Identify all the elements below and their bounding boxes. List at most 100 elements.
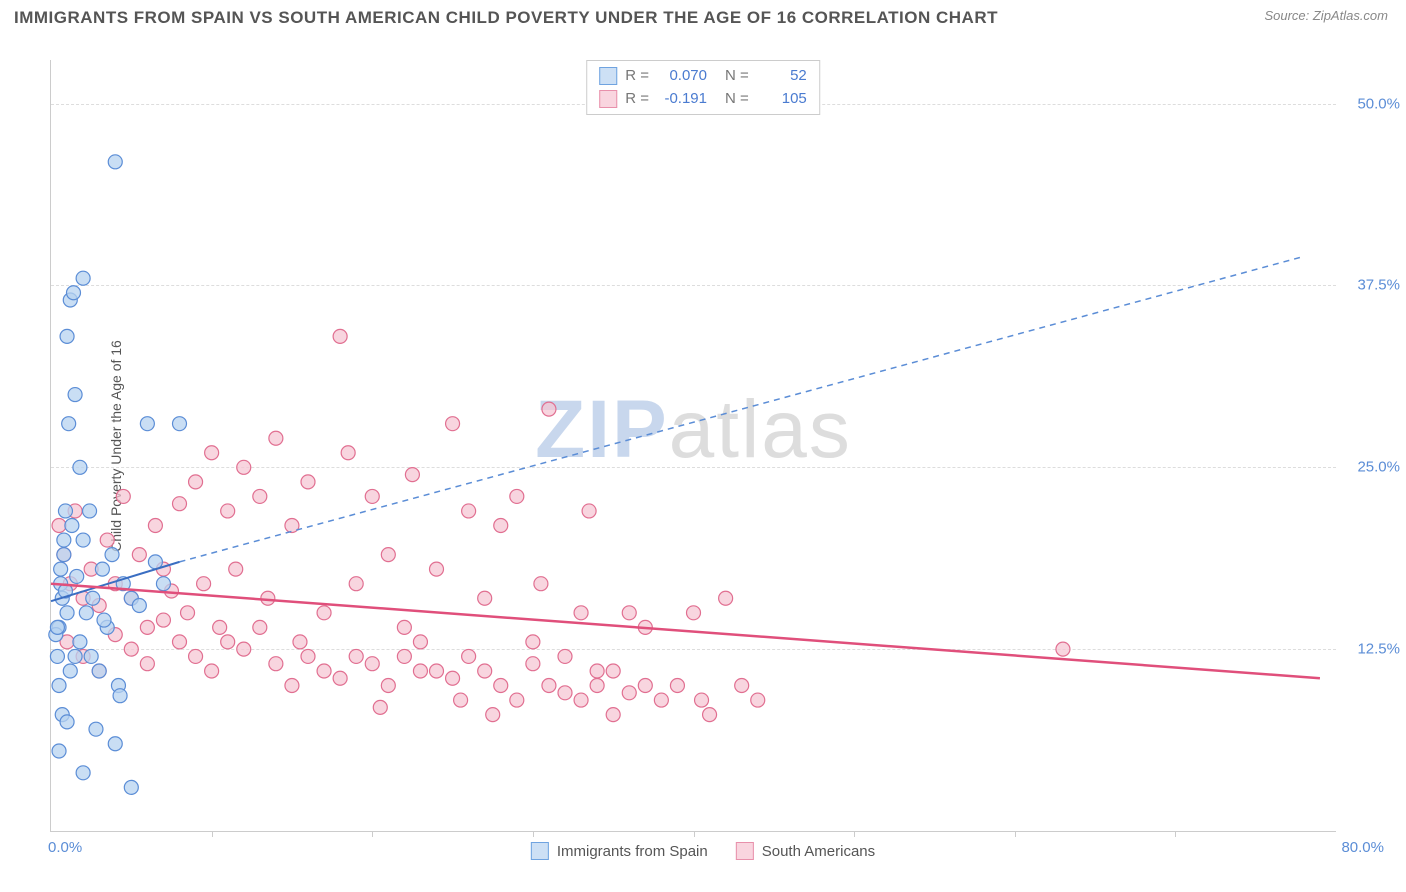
stat-r-value: 0.070: [657, 65, 707, 88]
scatter-point: [57, 533, 71, 547]
scatter-point: [60, 329, 74, 343]
scatter-point: [494, 519, 508, 533]
scatter-point: [66, 286, 80, 300]
scatter-point: [221, 504, 235, 518]
scatter-point: [253, 620, 267, 634]
scatter-point: [703, 708, 717, 722]
x-tick-mark: [372, 831, 373, 837]
scatter-point: [558, 686, 572, 700]
scatter-point: [68, 649, 82, 663]
scatter-point: [494, 679, 508, 693]
scatter-svg: [51, 60, 1336, 831]
stat-r-value: -0.191: [657, 88, 707, 111]
y-tick-label: 37.5%: [1357, 277, 1400, 294]
scatter-point: [405, 468, 419, 482]
legend: Immigrants from SpainSouth Americans: [531, 842, 875, 860]
scatter-point: [116, 489, 130, 503]
scatter-point: [397, 649, 411, 663]
stats-swatch: [599, 90, 617, 108]
legend-item: Immigrants from Spain: [531, 842, 708, 860]
source-credit: Source: ZipAtlas.com: [1264, 8, 1388, 23]
scatter-point: [68, 388, 82, 402]
source-name: ZipAtlas.com: [1313, 8, 1388, 23]
scatter-point: [542, 402, 556, 416]
scatter-point: [65, 519, 79, 533]
source-prefix: Source:: [1264, 8, 1312, 23]
scatter-point: [213, 620, 227, 634]
stats-swatch: [599, 67, 617, 85]
scatter-point: [205, 664, 219, 678]
scatter-point: [285, 679, 299, 693]
scatter-point: [140, 657, 154, 671]
scatter-point: [76, 766, 90, 780]
scatter-point: [76, 533, 90, 547]
scatter-point: [108, 155, 122, 169]
scatter-point: [349, 649, 363, 663]
scatter-point: [381, 548, 395, 562]
scatter-point: [156, 577, 170, 591]
stat-n-label: N =: [725, 88, 749, 111]
scatter-point: [50, 649, 64, 663]
scatter-point: [52, 519, 66, 533]
trend-line: [180, 256, 1304, 561]
scatter-point: [687, 606, 701, 620]
scatter-point: [73, 635, 87, 649]
scatter-point: [751, 693, 765, 707]
scatter-point: [446, 671, 460, 685]
chart-title: IMMIGRANTS FROM SPAIN VS SOUTH AMERICAN …: [14, 8, 998, 28]
scatter-point: [454, 693, 468, 707]
scatter-point: [365, 489, 379, 503]
scatter-point: [62, 417, 76, 431]
scatter-point: [590, 664, 604, 678]
scatter-point: [60, 715, 74, 729]
scatter-point: [301, 649, 315, 663]
scatter-point: [140, 620, 154, 634]
scatter-point: [510, 693, 524, 707]
scatter-point: [478, 664, 492, 678]
scatter-point: [83, 504, 97, 518]
scatter-point: [373, 700, 387, 714]
scatter-point: [70, 569, 84, 583]
scatter-point: [97, 613, 111, 627]
scatter-point: [189, 649, 203, 663]
scatter-point: [140, 417, 154, 431]
scatter-point: [574, 693, 588, 707]
scatter-point: [301, 475, 315, 489]
stats-row: R =0.070N =52: [599, 65, 807, 88]
scatter-point: [197, 577, 211, 591]
scatter-point: [446, 417, 460, 431]
scatter-point: [237, 460, 251, 474]
scatter-point: [173, 417, 187, 431]
scatter-point: [76, 271, 90, 285]
scatter-point: [349, 577, 363, 591]
scatter-point: [54, 562, 68, 576]
scatter-point: [462, 649, 476, 663]
scatter-point: [510, 489, 524, 503]
scatter-point: [719, 591, 733, 605]
scatter-point: [317, 664, 331, 678]
scatter-point: [333, 671, 347, 685]
scatter-point: [95, 562, 109, 576]
scatter-point: [189, 475, 203, 489]
scatter-point: [205, 446, 219, 460]
x-tick-mark: [1015, 831, 1016, 837]
scatter-point: [606, 664, 620, 678]
x-axis-max-label: 80.0%: [1341, 839, 1384, 856]
scatter-point: [173, 497, 187, 511]
scatter-point: [73, 460, 87, 474]
y-tick-label: 12.5%: [1357, 641, 1400, 658]
x-tick-mark: [1175, 831, 1176, 837]
stat-n-value: 105: [757, 88, 807, 111]
scatter-point: [58, 504, 72, 518]
scatter-point: [100, 533, 114, 547]
scatter-point: [50, 620, 64, 634]
scatter-point: [558, 649, 572, 663]
scatter-point: [148, 519, 162, 533]
scatter-point: [57, 548, 71, 562]
stat-n-value: 52: [757, 65, 807, 88]
scatter-point: [84, 649, 98, 663]
scatter-point: [52, 679, 66, 693]
scatter-point: [253, 489, 267, 503]
scatter-point: [108, 737, 122, 751]
scatter-point: [413, 635, 427, 649]
